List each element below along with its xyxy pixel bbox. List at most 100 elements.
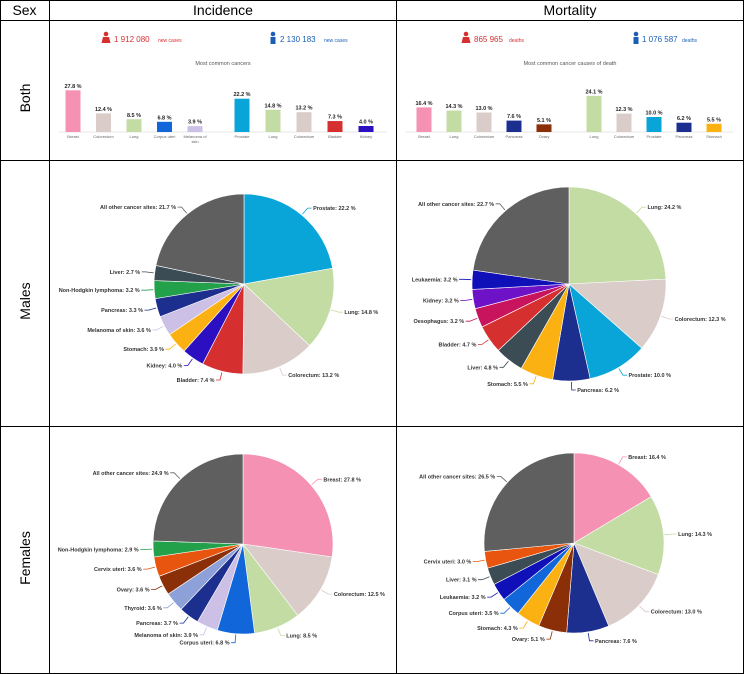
leader-line-colorectum	[321, 589, 333, 595]
bar-category-label-colorectum: Colorectum	[474, 134, 495, 139]
leader-line-kidney	[183, 358, 193, 366]
both-mortality-panel: 865 965 deaths 1 076 587 deaths Most com…	[406, 31, 734, 139]
bar-pancreas	[676, 122, 692, 132]
header-sex: Sex	[12, 2, 37, 18]
bar-category-label-breast: Breast	[67, 134, 79, 139]
leader-line-stomach	[519, 620, 528, 629]
bar-value-label-bladder: 7.3 %	[328, 115, 342, 121]
leader-line-pancreas	[587, 632, 594, 642]
bar-corpus-uteri	[157, 121, 172, 132]
bar-value-label-lung: 14.3 %	[445, 104, 462, 110]
slice-label-lung: Lung: 8.5 %	[286, 634, 317, 640]
bar-category-label-prostate: Prostate	[235, 134, 251, 139]
leader-line-liver	[499, 360, 509, 368]
bar-category-label-corpus-uteri: Corpus uteri	[154, 134, 176, 139]
bar-category-label-breast: Breast	[418, 134, 430, 139]
bar-value-label-pancreas: 6.2 %	[677, 116, 691, 122]
bar-ovary	[536, 124, 552, 132]
slice-label-pancreas: Pancreas: 6.2 %	[577, 388, 619, 394]
bar-category-label-kidney: Kidney	[360, 134, 372, 139]
slice-label-all-other-cancer-sites: All other cancer sites: 26.5 %	[419, 474, 495, 480]
leader-line-oesophagus	[465, 318, 478, 322]
pie-males-incidence: Prostate: 22.2 % Lung: 14.8 % Colorectum: …	[59, 193, 378, 384]
leader-line-ovary	[546, 631, 553, 640]
slice-breast	[573, 452, 652, 544]
bar-value-label-lung: 14.8 %	[264, 103, 281, 109]
bar-value-label-prostate: 22.2 %	[233, 92, 250, 98]
slice-label-liver: Liver: 2.7 %	[110, 270, 141, 276]
slice-colorectum	[573, 542, 659, 627]
header-incidence: Incidence	[193, 2, 253, 18]
bar-breast	[65, 90, 81, 132]
bar-melanoma-of-skin	[187, 126, 203, 132]
slice-label-prostate: Prostate: 10.0 %	[629, 373, 672, 379]
bar-value-label-melanoma-of-skin: 3.9 %	[188, 120, 202, 126]
bar-prostate	[646, 117, 662, 132]
leader-line-kidney	[460, 298, 473, 302]
bar-pancreas	[506, 120, 522, 132]
slice-label-leukaemia: Leukaemia: 3.2 %	[412, 277, 458, 283]
leader-line-colorectum	[279, 367, 287, 376]
row-label-females-text: Females	[17, 531, 33, 585]
bar-value-label-breast: 16.4 %	[415, 101, 432, 107]
slice-label-all-other-cancer-sites: All other cancer sites: 24.9 %	[93, 471, 169, 477]
slice-colorectum	[242, 543, 333, 616]
grid-line	[396, 0, 397, 674]
leader-line-prostate	[302, 207, 312, 215]
bar-value-label-colorectum: 12.3 %	[615, 107, 632, 113]
pie-females-mortality: Breast: 16.4 % Lung: 14.3 % Colorectum: 13…	[419, 452, 712, 645]
slice-label-stomach: Stomach: 5.5 %	[487, 382, 528, 388]
grid-line	[0, 426, 744, 427]
slice-label-pancreas: Pancreas: 3.3 %	[101, 308, 143, 314]
bar-value-label-lung: 24.1 %	[585, 89, 602, 95]
header-mortality: Mortality	[543, 2, 597, 18]
bar-value-label-lung: 8.5 %	[127, 113, 141, 119]
leader-line-cervix-uteri	[143, 566, 156, 570]
bar-breast	[416, 107, 432, 132]
bar-value-label-corpus-uteri: 6.8 %	[157, 115, 171, 121]
slice-label-ovary: Ovary: 5.1 %	[512, 637, 545, 643]
slice-label-lung: Lung: 24.2 %	[648, 205, 682, 211]
male-count-suffix: new cases	[324, 38, 348, 44]
slice-label-thyroid: Thyroid: 3.6 %	[124, 606, 162, 612]
bar-category-label-pancreas: Pancreas	[506, 134, 523, 139]
male-count: 2 130 183	[280, 35, 316, 44]
grid-line	[0, 0, 1, 674]
bar-category-label-stomach: Stomach	[706, 134, 722, 139]
female-icon-body	[461, 37, 471, 43]
female-icon-body	[101, 37, 111, 43]
slice-label-colorectum: Colorectum: 13.0 %	[651, 610, 702, 616]
bar-colorectum	[476, 112, 492, 132]
bar-category-label-bladder: Bladder	[328, 134, 342, 139]
bar-lung	[265, 109, 281, 132]
slice-label-pancreas: Pancreas: 7.6 %	[595, 639, 637, 645]
slice-label-colorectum: Colorectum: 12.5 %	[334, 592, 385, 598]
slice-label-oesophagus: Oesophagus: 3.2 %	[413, 319, 464, 325]
slice-label-all-other-cancer-sites: All other cancer sites: 21.7 %	[100, 205, 176, 211]
leader-line-prostate	[618, 368, 627, 376]
leader-line-leukaemia	[487, 592, 499, 598]
male-count-suffix: deaths	[682, 38, 698, 44]
leader-line-lung	[664, 533, 677, 536]
slice-label-corpus-uteri: Corpus uteri: 6.8 %	[179, 641, 229, 647]
slice-label-kidney: Kidney: 3.2 %	[423, 299, 459, 305]
slice-label-ovary: Ovary: 3.6 %	[117, 588, 150, 594]
leader-line-melanoma-of-skin	[152, 325, 164, 331]
leader-line-colorectum	[661, 315, 674, 320]
bar-category-label-ovary: Ovary	[539, 134, 550, 139]
bar-value-label-stomach: 5.5 %	[707, 117, 721, 123]
slice-all-other-cancer-sites	[483, 452, 575, 552]
leader-line-liver	[141, 271, 154, 274]
slice-label-colorectum: Colorectum: 13.2 %	[288, 373, 339, 379]
bar-category-label-pancreas: Pancreas	[676, 134, 693, 139]
slice-label-bladder: Bladder: 4.7 %	[438, 342, 476, 348]
bar-value-label-colorectum: 12.4 %	[95, 107, 112, 113]
leader-line-pancreas	[179, 616, 189, 624]
slice-label-pancreas: Pancreas: 3.7 %	[136, 621, 178, 627]
grid-line	[0, 20, 744, 21]
female-count-suffix: new cases	[158, 38, 182, 44]
chart-subtitle: Most common cancers	[195, 61, 251, 67]
leader-line-corpus-uteri	[231, 634, 237, 644]
slice-label-lung: Lung: 14.3 %	[678, 532, 712, 538]
